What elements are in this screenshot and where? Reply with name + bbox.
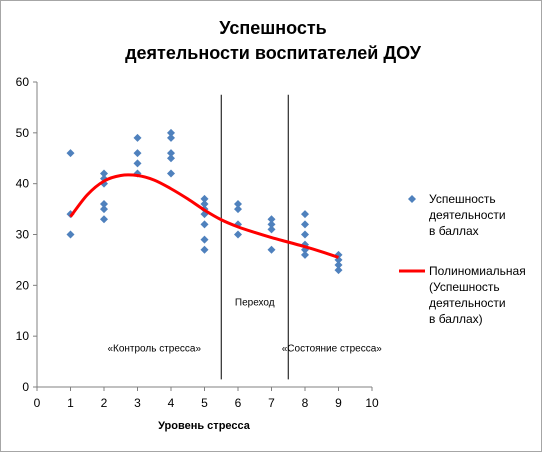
data-point (167, 169, 175, 178)
y-tick-label: 0 (22, 380, 29, 394)
annotation-label: «Контроль стресса» (107, 343, 201, 354)
y-tick-label: 40 (16, 177, 30, 191)
trendline-path (69, 173, 339, 259)
data-point (200, 220, 209, 229)
data-point (267, 245, 276, 254)
data-point (100, 205, 108, 214)
vertical-separators (220, 94, 289, 380)
data-point (301, 230, 309, 239)
y-tick-label: 20 (16, 278, 30, 292)
data-point (167, 149, 175, 158)
data-point (334, 266, 343, 275)
data-point (334, 255, 343, 264)
data-point (133, 159, 142, 168)
data-point (200, 245, 209, 254)
data-point (133, 133, 142, 142)
data-point (301, 210, 309, 219)
data-point (234, 205, 242, 214)
data-point (234, 230, 242, 239)
data-point (66, 230, 75, 239)
data-point (100, 215, 108, 224)
data-point (167, 154, 175, 163)
data-point (334, 250, 343, 259)
y-tick-label: 50 (16, 126, 30, 140)
x-tick-label: 3 (134, 396, 141, 410)
x-tick-label: 0 (34, 396, 41, 410)
data-point (334, 261, 343, 269)
x-tick-label: 7 (268, 396, 275, 410)
chart-title-line-2: деятельности воспитателей ДОУ (125, 43, 422, 63)
x-axis-label: Уровень стресса (158, 420, 251, 432)
x-tick-label: 5 (201, 396, 208, 410)
axes: 0 10 20 30 40 50 60 0 1 2 3 4 5 6 7 8 9 10 (16, 75, 379, 410)
x-tick-label: 4 (168, 396, 175, 410)
y-tick-label: 60 (16, 75, 30, 89)
data-point (267, 215, 276, 224)
x-tick-label: 6 (235, 396, 242, 410)
data-points (66, 128, 343, 275)
x-tick-label: 2 (101, 396, 108, 410)
x-tick-label: 8 (302, 396, 309, 410)
legend-marker-diamond (408, 195, 416, 203)
annotation-label: «Состояние стресса» (282, 343, 383, 354)
y-tick-label: 30 (16, 228, 30, 242)
legend-label-series-1: в баллах (429, 224, 479, 238)
data-point (200, 235, 209, 244)
legend-label-series-2: (Успешность (429, 280, 500, 294)
data-point (200, 194, 209, 203)
legend-label-series-2: в баллах) (429, 312, 483, 326)
annotation-label: Переход (235, 298, 275, 309)
legend: Успешность деятельности в баллах Полиномиал… (399, 192, 526, 326)
data-point (301, 220, 309, 229)
x-tick-label: 1 (67, 396, 74, 410)
data-point (234, 200, 242, 208)
legend-label-series-2: Полиномиальная (429, 264, 526, 278)
data-point (301, 250, 309, 259)
legend-label-series-1: деятельности (429, 208, 506, 222)
data-point (200, 200, 209, 208)
data-point (167, 128, 175, 137)
x-tick-label: 10 (365, 396, 379, 410)
data-point (133, 149, 142, 158)
trendline (69, 173, 339, 259)
y-tick-label: 10 (16, 329, 30, 343)
chart-title-line-1: Успешность (219, 18, 326, 38)
data-point (267, 225, 276, 234)
data-point (100, 200, 108, 208)
data-point (66, 149, 75, 158)
data-point (167, 133, 175, 142)
legend-label-series-1: Успешность (429, 192, 496, 206)
x-tick-label: 9 (335, 396, 342, 410)
data-point (100, 169, 108, 178)
data-point (267, 220, 276, 229)
annotations: «Контроль стресса» Переход «Состояние стре… (107, 298, 382, 355)
legend-label-series-2: деятельности (429, 296, 506, 310)
